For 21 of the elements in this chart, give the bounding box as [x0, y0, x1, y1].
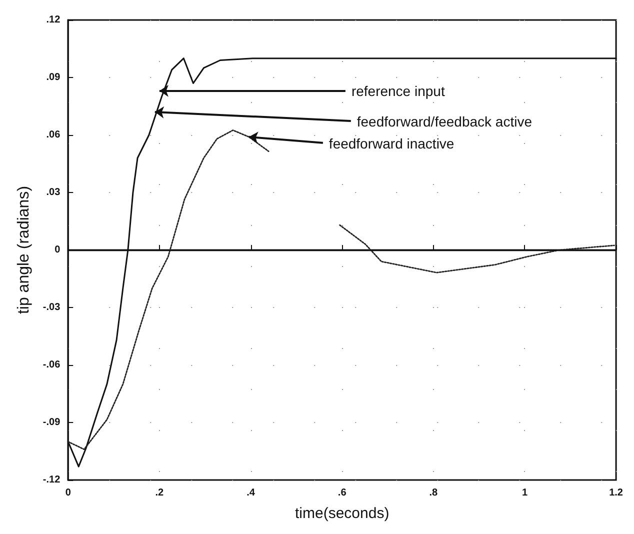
y-tick-label: -.03 [42, 302, 61, 313]
y-tick-label: -.09 [42, 417, 61, 428]
x-tick-label: .4 [246, 488, 256, 498]
y-tick-label: .06 [46, 130, 61, 140]
x-tick-label: 0 [65, 488, 72, 498]
x-tick-label: 1.2 [609, 488, 624, 498]
y-tick-label: 0 [54, 244, 61, 256]
annotation: feedforward/feedback active [356, 113, 532, 130]
y-tick-label: .12 [46, 14, 61, 26]
x-tick-label: .8 [429, 488, 438, 498]
x-tick-label: .2 [155, 488, 164, 498]
x-tick-label: .6 [338, 488, 347, 498]
y-tick-label: -.06 [42, 360, 61, 370]
annotation: feedforward inactive [328, 135, 454, 152]
annotation: reference input [351, 82, 445, 99]
y-axis-title: tip angle (radians) [16, 186, 32, 314]
y-tick-label: .09 [46, 72, 61, 83]
x-tick-label: 1 [522, 488, 528, 498]
x-axis-title: time(seconds) [294, 505, 390, 522]
y-tick-label: -.12 [42, 474, 61, 486]
y-tick-label: .03 [46, 187, 61, 198]
